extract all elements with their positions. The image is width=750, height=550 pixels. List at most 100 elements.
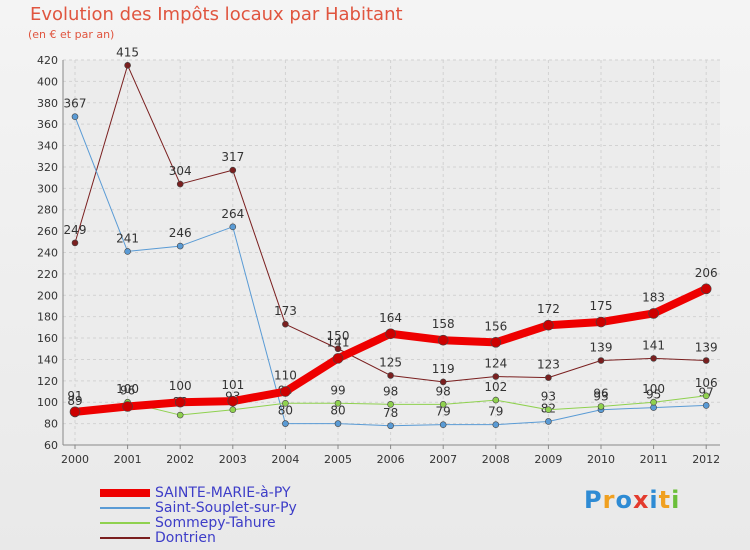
data-label: 80	[278, 404, 293, 418]
data-point	[122, 401, 133, 412]
data-label: 164	[379, 311, 402, 325]
x-tick-label: 2006	[377, 453, 405, 466]
logo-letter: P	[584, 486, 603, 514]
data-label: 93	[541, 390, 556, 404]
x-tick-label: 2003	[219, 453, 247, 466]
x-tick-label: 2011	[640, 453, 668, 466]
y-tick-label: 160	[37, 332, 58, 345]
data-point	[229, 223, 237, 231]
data-label: 106	[695, 376, 718, 390]
y-tick-label: 220	[37, 268, 58, 281]
data-label: 367	[64, 97, 87, 111]
data-point	[597, 357, 605, 364]
legend-swatch	[100, 522, 150, 524]
logo-letter: t	[658, 486, 672, 514]
y-tick-label: 300	[37, 182, 58, 195]
data-point	[543, 319, 554, 331]
data-label: 98	[383, 384, 398, 398]
data-point	[439, 401, 447, 408]
data-label: 173	[274, 304, 297, 318]
logo-letter: i	[649, 486, 659, 514]
x-tick-label: 2002	[166, 453, 194, 466]
data-point	[595, 316, 607, 328]
data-label: 139	[590, 341, 613, 355]
data-point	[334, 345, 342, 353]
data-point	[227, 395, 239, 407]
data-point	[176, 180, 184, 188]
y-tick-label: 420	[37, 54, 58, 67]
data-point	[69, 406, 81, 418]
data-label: 101	[221, 378, 244, 392]
data-point	[387, 372, 394, 379]
data-label: 110	[274, 369, 297, 383]
data-point	[439, 421, 447, 428]
legend-label: SAINTE-MARIE-à-PY	[155, 485, 291, 501]
data-point	[700, 283, 712, 295]
x-tick-label: 2001	[114, 453, 142, 466]
data-point	[702, 402, 710, 409]
x-tick-label: 2009	[534, 453, 562, 466]
y-tick-label: 340	[37, 140, 58, 153]
x-tick-label: 2005	[324, 453, 352, 466]
logo-letter: i	[671, 486, 681, 514]
data-point	[334, 420, 342, 427]
data-point	[702, 392, 710, 400]
proxiti-logo: Proxiti	[584, 486, 680, 514]
data-point	[492, 421, 500, 428]
data-label: 156	[484, 319, 507, 333]
logo-letter: r	[602, 486, 616, 514]
data-point	[176, 411, 184, 419]
x-tick-label: 2008	[482, 453, 510, 466]
y-tick-label: 140	[37, 353, 58, 366]
legend-swatch	[100, 489, 150, 497]
data-point	[176, 242, 184, 250]
y-tick-label: 240	[37, 247, 58, 260]
data-point	[282, 320, 289, 328]
data-label: 91	[67, 389, 82, 403]
data-point	[492, 396, 500, 404]
data-point	[545, 406, 552, 414]
legend-item: Sommepy-Tahure	[100, 515, 276, 531]
data-label: 139	[695, 341, 718, 355]
data-point	[545, 418, 552, 425]
data-label: 158	[432, 317, 455, 331]
legend-item: Saint-Souplet-sur-Py	[100, 500, 297, 516]
data-point	[650, 398, 657, 406]
data-point	[387, 422, 394, 430]
x-tick-label: 2007	[429, 453, 457, 466]
data-label: 99	[330, 383, 345, 397]
data-point	[282, 399, 289, 407]
logo-letter: o	[615, 486, 633, 514]
y-tick-label: 400	[37, 75, 58, 88]
legend-item: SAINTE-MARIE-à-PY	[100, 485, 291, 501]
data-point	[124, 62, 131, 69]
data-point	[280, 386, 291, 397]
data-label: 246	[169, 226, 192, 240]
y-tick-label: 280	[37, 204, 58, 217]
data-point	[545, 374, 552, 381]
y-tick-label: 260	[37, 225, 58, 238]
data-point	[229, 406, 237, 414]
data-label: 119	[432, 362, 455, 376]
data-label: 79	[436, 405, 451, 419]
data-label: 102	[484, 380, 507, 394]
data-point	[71, 113, 79, 120]
data-label: 150	[327, 329, 350, 343]
y-tick-label: 320	[37, 161, 58, 174]
x-tick-label: 2004	[271, 453, 299, 466]
y-tick-label: 80	[44, 418, 58, 431]
y-tick-label: 360	[37, 118, 58, 131]
data-label: 89	[67, 394, 82, 408]
data-label: 125	[379, 355, 402, 369]
data-label: 317	[221, 150, 244, 164]
data-label: 304	[169, 164, 192, 178]
data-point	[437, 334, 449, 346]
data-point	[650, 355, 657, 362]
data-point	[648, 308, 659, 319]
data-point	[124, 248, 131, 255]
data-point	[229, 166, 237, 174]
legend-item: Dontrien	[100, 530, 216, 546]
data-label: 249	[64, 223, 87, 237]
data-point	[282, 420, 289, 427]
